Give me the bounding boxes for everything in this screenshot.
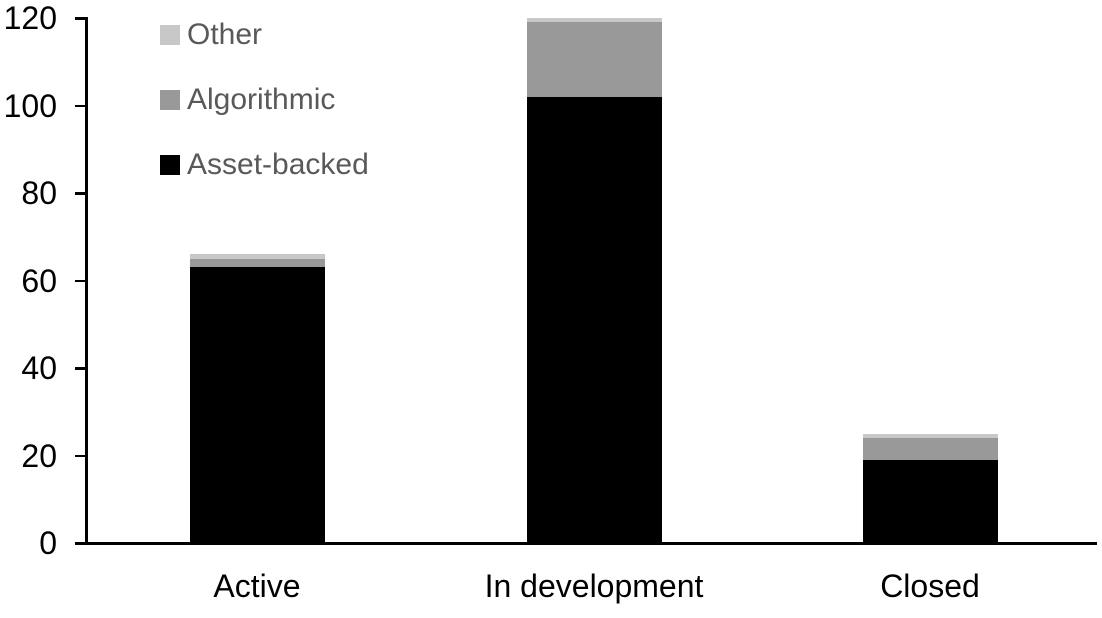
y-tick-100 xyxy=(75,104,86,107)
legend-label-other: Other xyxy=(187,18,263,51)
y-tick-label-0: 0 xyxy=(39,525,57,561)
y-axis-line xyxy=(85,17,88,545)
y-tick-label-80: 80 xyxy=(21,175,57,211)
bar-segment-asset-backed-active xyxy=(189,267,325,543)
bar-segment-algorithmic-closed xyxy=(862,438,998,460)
legend-item-asset-backed: Asset-backed xyxy=(160,150,369,180)
y-tick-20 xyxy=(75,454,86,457)
bar-segment-asset-backed-in-development xyxy=(526,96,662,543)
legend-item-algorithmic: Algorithmic xyxy=(160,85,335,115)
legend-swatch-algorithmic-icon xyxy=(160,90,180,110)
legend-swatch-other-icon xyxy=(160,25,180,45)
y-tick-40 xyxy=(75,367,86,370)
legend-swatch-asset-backed-icon xyxy=(160,155,180,175)
y-tick-label-100: 100 xyxy=(3,87,57,124)
y-tick-80 xyxy=(75,192,86,195)
bar-segment-algorithmic-in-development xyxy=(526,22,662,97)
legend-item-other: Other xyxy=(160,20,262,50)
legend-label-algorithmic: Algorithmic xyxy=(187,83,336,116)
bar-segment-other-active xyxy=(189,254,325,259)
bar-segment-other-closed xyxy=(862,433,998,438)
bar-segment-asset-backed-closed xyxy=(862,459,998,543)
x-label-closed: Closed xyxy=(880,568,980,604)
y-tick-label-20: 20 xyxy=(21,437,57,474)
y-tick-label-120: 120 xyxy=(3,0,57,36)
y-tick-120 xyxy=(75,17,86,20)
bar-segment-algorithmic-active xyxy=(189,258,325,268)
x-axis-line xyxy=(85,542,1097,545)
y-tick-60 xyxy=(75,279,86,282)
y-tick-label-60: 60 xyxy=(21,262,57,299)
legend-label-asset-backed: Asset-backed xyxy=(187,148,369,181)
bar-segment-other-in-development xyxy=(526,18,662,23)
x-label-active: Active xyxy=(213,568,301,604)
x-label-in-development: In development xyxy=(484,568,704,604)
y-tick-label-40: 40 xyxy=(21,350,57,386)
y-tick-0 xyxy=(75,542,86,545)
